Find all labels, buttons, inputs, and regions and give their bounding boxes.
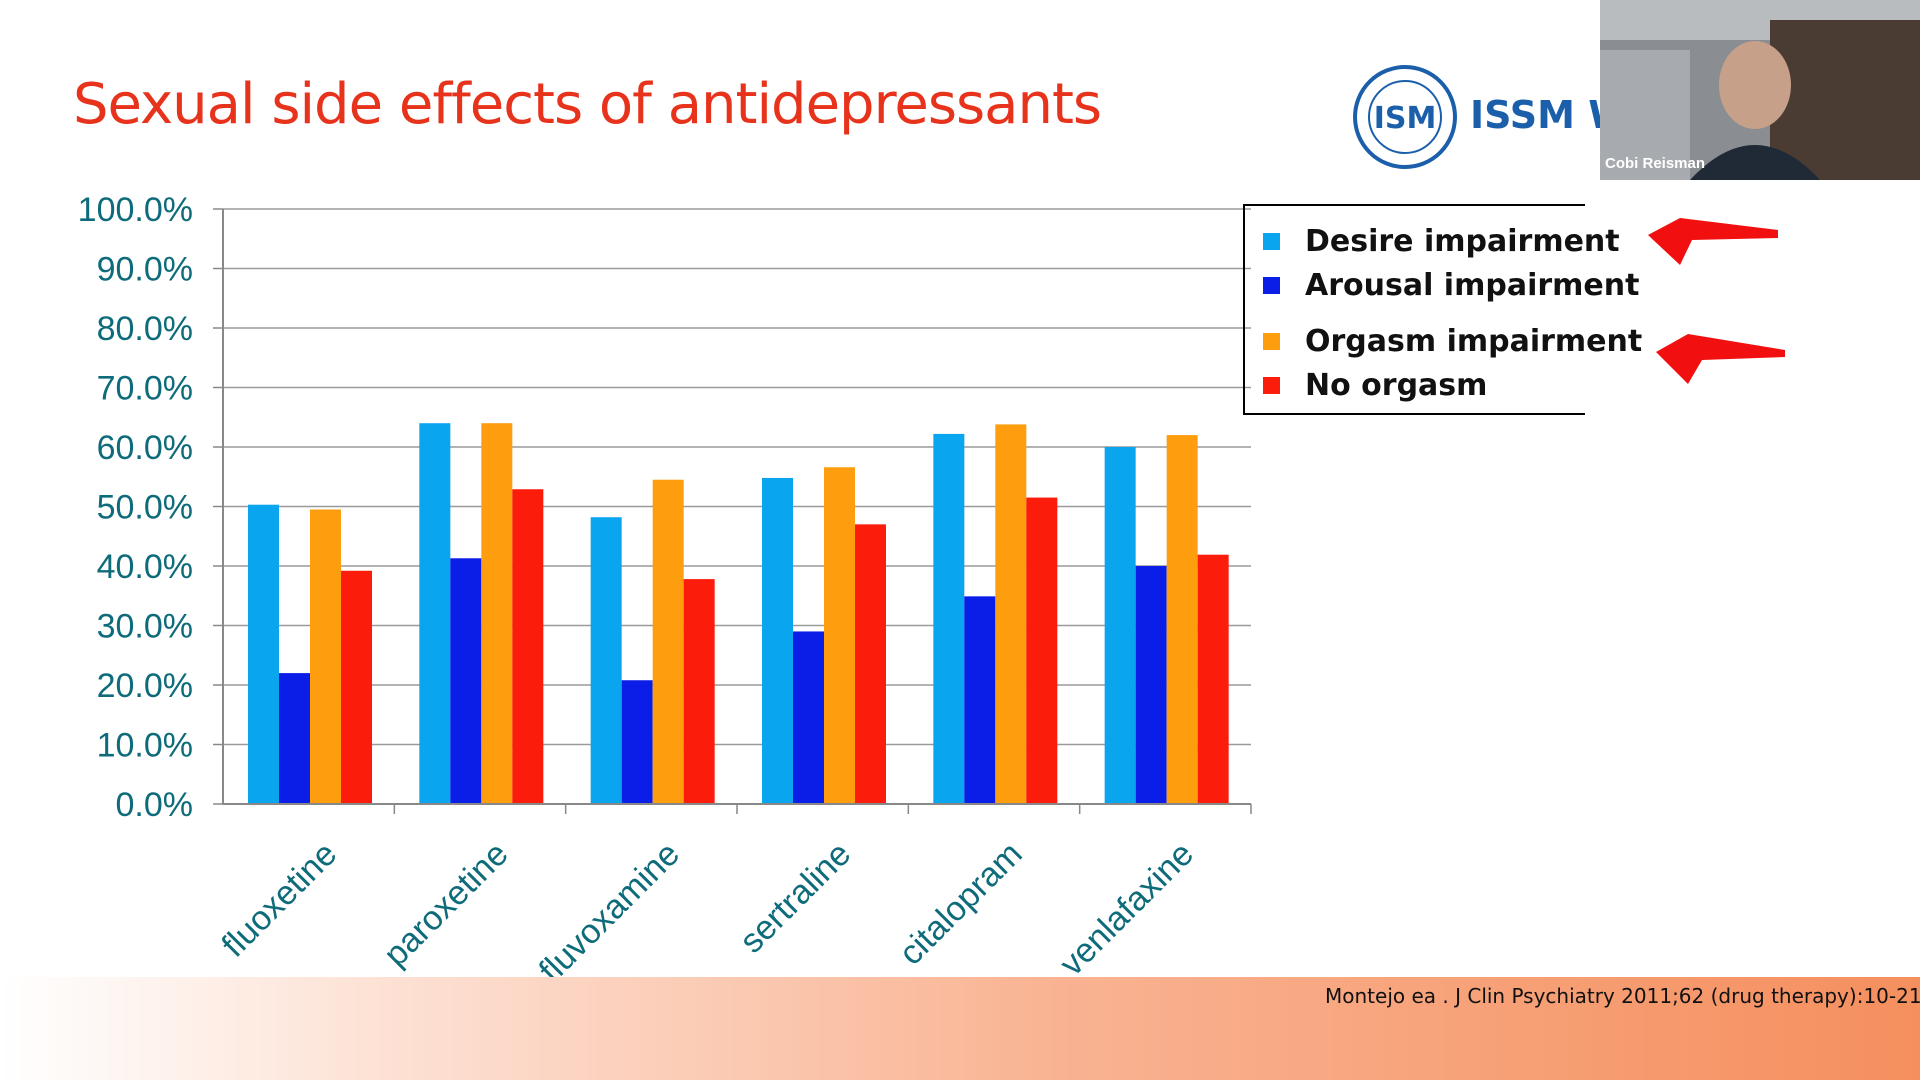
legend-swatch	[1263, 233, 1280, 250]
bar-citalopram-2	[995, 424, 1027, 804]
bar-fluvoxamine-3	[683, 579, 715, 804]
legend-item: Orgasm impairment	[1263, 324, 1642, 359]
legend-label: No orgasm	[1305, 368, 1488, 403]
bar-venlafaxine-0	[1104, 447, 1136, 804]
footer-band	[0, 977, 1920, 1080]
legend-swatch	[1263, 377, 1280, 394]
legend-item: Desire impairment	[1263, 224, 1620, 259]
bar-citalopram-0	[933, 433, 965, 804]
svg-text:ISM: ISM	[1374, 101, 1437, 136]
citation: Montejo ea . J Clin Psychiatry 2011;62 (…	[1325, 984, 1920, 1008]
y-tick-label: 80.0%	[97, 310, 193, 348]
y-tick-label: 30.0%	[97, 608, 193, 646]
legend-label: Desire impairment	[1305, 224, 1620, 259]
bar-fluoxetine-2	[310, 509, 341, 804]
legend-label: Arousal impairment	[1305, 268, 1640, 303]
issm-logo-icon: ISM	[1353, 65, 1457, 169]
bar-sertraline-1	[793, 631, 824, 804]
y-tick-label: 70.0%	[97, 370, 193, 408]
y-tick-label: 40.0%	[97, 548, 193, 586]
bar-fluvoxamine-1	[621, 680, 653, 804]
bar-sertraline-3	[855, 524, 886, 804]
bar-fluoxetine-3	[341, 570, 372, 804]
x-tick-label: fluoxetine	[215, 835, 345, 965]
y-tick-label: 0.0%	[116, 786, 194, 824]
x-tick-label: citalopram	[892, 835, 1030, 973]
participant-name: Cobi Reisman	[1605, 155, 1706, 172]
y-tick-label: 20.0%	[97, 667, 193, 705]
bar-paroxetine-2	[481, 423, 513, 804]
y-tick-label: 100.0%	[78, 191, 193, 229]
bar-citalopram-1	[964, 596, 996, 804]
bar-fluoxetine-0	[248, 504, 279, 804]
bar-fluvoxamine-0	[590, 517, 622, 804]
bar-chart: 0.0% 10.0% 20.0% 30.0% 40.0% 50.0% 60.0% 70.0% 8…	[78, 191, 1252, 990]
y-tick-label: 10.0%	[97, 727, 193, 765]
y-tick-label: 60.0%	[97, 429, 193, 467]
bar-sertraline-2	[824, 467, 855, 804]
bar-paroxetine-1	[450, 558, 482, 804]
video-thumbnail[interactable]: Cobi Reisman	[1600, 0, 1920, 180]
bar-venlafaxine-3	[1197, 554, 1229, 804]
bar-paroxetine-3	[512, 489, 544, 804]
y-tick-label: 90.0%	[97, 251, 193, 289]
bar-venlafaxine-1	[1135, 566, 1167, 804]
bar-fluvoxamine-2	[652, 479, 684, 804]
red-arrow-icon	[1648, 218, 1778, 265]
x-tick-label: sertraline	[733, 835, 859, 961]
legend-swatch	[1263, 333, 1280, 350]
bar-paroxetine-0	[419, 423, 451, 804]
bar-venlafaxine-2	[1166, 435, 1198, 804]
y-tick-label: 50.0%	[97, 489, 193, 527]
legend-item: No orgasm	[1263, 368, 1487, 403]
legend-label: Orgasm impairment	[1305, 324, 1643, 359]
chart-legend: Desire impairment Arousal impairment Orgas…	[1243, 204, 1642, 415]
legend-swatch	[1263, 277, 1280, 294]
legend-item: Arousal impairment	[1263, 268, 1639, 303]
x-tick-label: venlafaxine	[1052, 835, 1201, 984]
x-tick-label: fluvoxamine	[532, 835, 687, 990]
bar-sertraline-0	[762, 477, 793, 804]
bar-citalopram-3	[1026, 497, 1058, 804]
slide-title: Sexual side effects of antidepressants	[73, 72, 1102, 137]
logo-text: ISSM W	[1470, 93, 1600, 137]
speaker-video-icon	[1600, 0, 1920, 180]
red-arrow-icon	[1656, 334, 1785, 384]
x-tick-label: paroxetine	[377, 835, 516, 974]
bar-fluoxetine-1	[279, 673, 310, 804]
